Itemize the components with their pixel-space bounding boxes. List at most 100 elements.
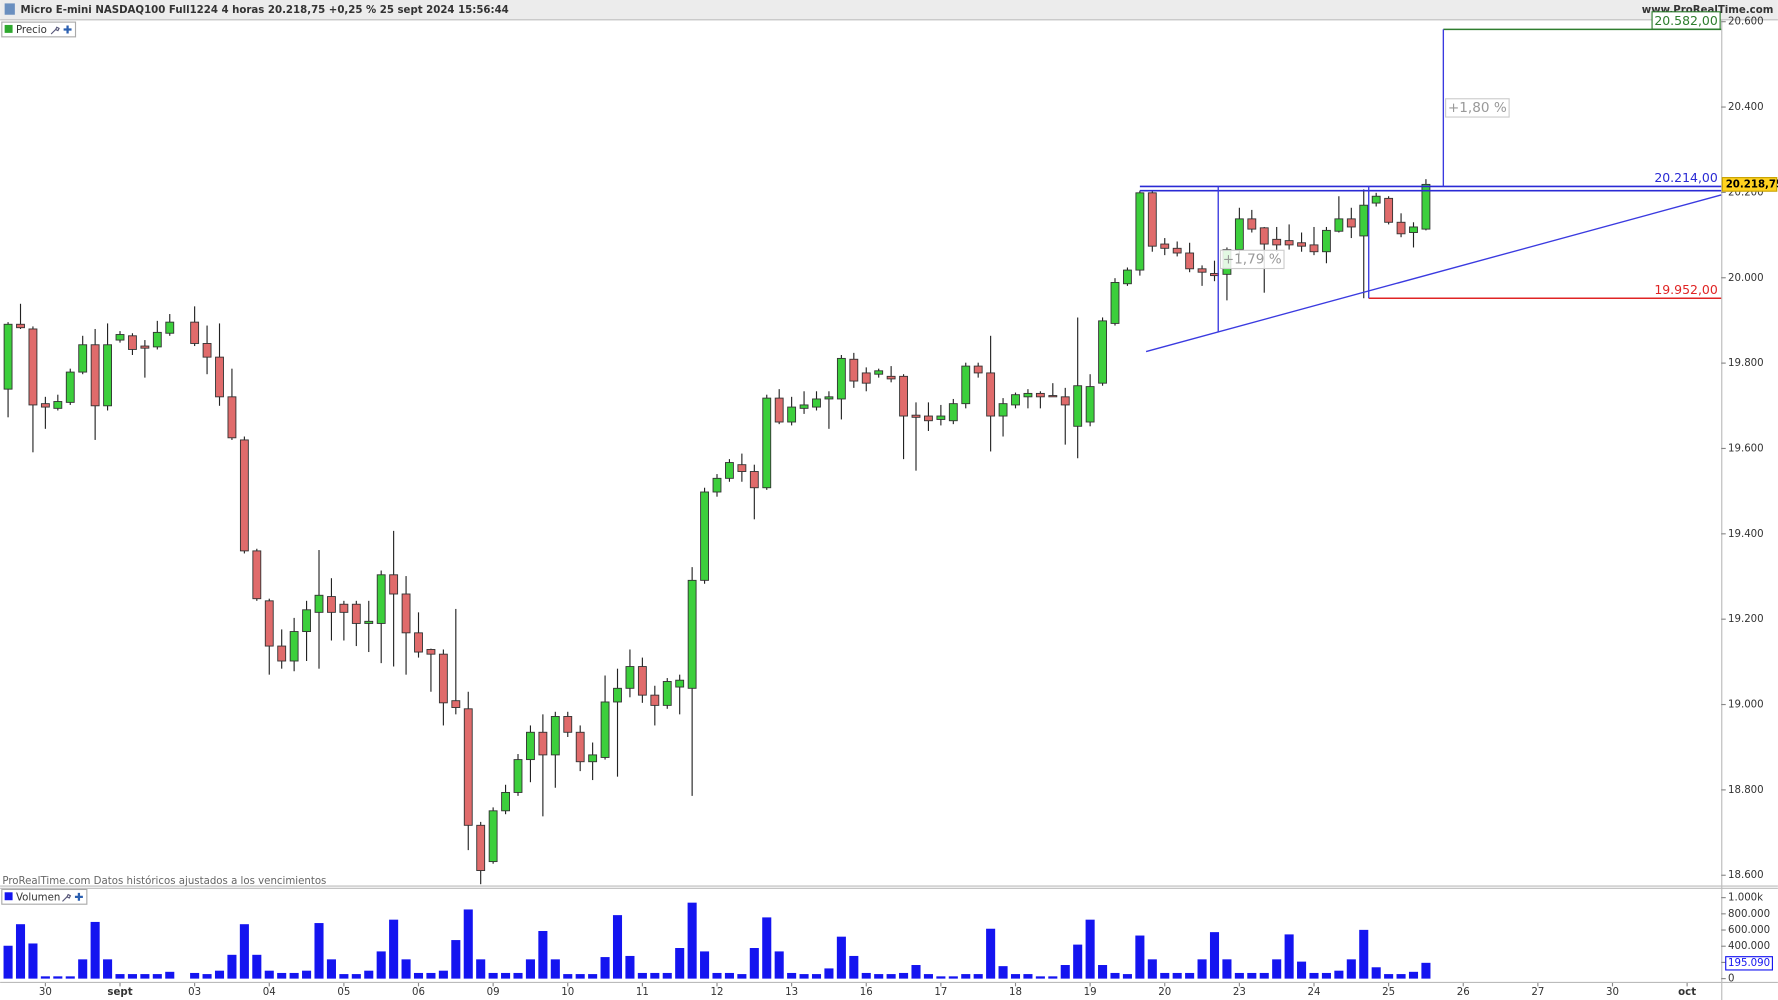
volume-bar xyxy=(811,974,822,979)
candle-body xyxy=(1073,385,1083,427)
candle-body xyxy=(3,323,13,390)
candle-body xyxy=(488,810,498,863)
x-tick-label: 09 xyxy=(487,987,500,998)
footer-note: ProRealTime.com Datos históricos ajustad… xyxy=(2,875,326,887)
candle-body xyxy=(1085,386,1095,423)
candle-body xyxy=(1172,247,1182,254)
volume-bar xyxy=(1222,959,1232,979)
x-tick-label: 30 xyxy=(1606,987,1619,998)
volume-bar xyxy=(799,974,809,979)
volume-bar xyxy=(1098,965,1108,979)
legend-swatch xyxy=(4,892,13,901)
candle-body xyxy=(28,328,38,406)
y-tick-label: 19.800 xyxy=(1728,358,1764,369)
volume-bar xyxy=(612,915,623,979)
volume-bar xyxy=(1147,959,1157,979)
candle-body xyxy=(128,335,137,350)
candle-body xyxy=(762,397,772,489)
candle-body xyxy=(389,574,399,595)
candle-body xyxy=(749,471,759,489)
candle-body xyxy=(538,731,548,756)
candle-body xyxy=(687,579,697,689)
volume-bar xyxy=(923,974,933,979)
header-bar xyxy=(0,0,1778,20)
candle-body xyxy=(1297,242,1306,247)
volume-bar xyxy=(103,959,113,979)
header-title: Micro E-mini NASDAQ100 Full1224 4 horas … xyxy=(21,5,509,16)
candle-body xyxy=(874,370,884,375)
last-price-tag xyxy=(1721,177,1778,192)
y-tick-label: 20.600 xyxy=(1728,17,1764,28)
x-tick-label: 24 xyxy=(1308,987,1321,998)
candle-body xyxy=(861,372,871,384)
candle-body xyxy=(302,609,311,633)
volume-bar xyxy=(140,974,150,979)
candle-body xyxy=(886,375,896,380)
candle-body xyxy=(1247,218,1257,230)
volume-bar xyxy=(861,972,871,979)
volume-bar xyxy=(662,972,672,979)
volume-bar xyxy=(90,921,100,979)
x-tick-label: oct xyxy=(1678,987,1696,998)
legend-box[interactable] xyxy=(1,21,77,38)
volume-bar xyxy=(53,976,63,979)
candle-body xyxy=(1409,226,1418,233)
volume-bar xyxy=(899,972,909,979)
candle-body xyxy=(849,358,859,382)
candle-body xyxy=(277,645,287,662)
candle-body xyxy=(1135,192,1145,271)
volume-bar xyxy=(1110,972,1120,979)
measure-label: +1,79 % xyxy=(1223,251,1282,267)
volume-bar xyxy=(1185,972,1195,979)
volume-bar xyxy=(1234,972,1244,979)
volume-bar xyxy=(1334,970,1344,979)
y-tick-label: 20.200 xyxy=(1728,187,1764,198)
candle-body xyxy=(327,596,336,613)
volume-bar xyxy=(1272,959,1282,979)
label-box xyxy=(1445,98,1510,118)
settings-icon[interactable] xyxy=(50,26,60,35)
x-tick-label: 06 xyxy=(412,987,425,998)
candle-body xyxy=(824,396,834,400)
volume-bar xyxy=(724,972,734,979)
volume-bar xyxy=(438,970,448,979)
volume-bar xyxy=(501,972,511,979)
candle-body xyxy=(675,679,685,688)
x-tick-label: 27 xyxy=(1531,987,1544,998)
add-icon[interactable] xyxy=(74,892,83,901)
x-tick-label: 10 xyxy=(561,987,574,998)
label-box xyxy=(1651,11,1721,30)
x-tick-label: 04 xyxy=(263,987,276,998)
volume-bar xyxy=(1408,971,1419,979)
volume-bar xyxy=(749,948,759,979)
line-label: 19.952,00 xyxy=(1654,282,1718,297)
candle-body xyxy=(103,344,112,407)
candle-body xyxy=(924,415,933,422)
trendline xyxy=(1145,194,1722,353)
volume-bar xyxy=(127,974,137,979)
candle-body xyxy=(1322,229,1331,253)
volume-bar xyxy=(1421,962,1431,979)
volume-bar xyxy=(339,974,349,979)
volume-bar xyxy=(637,972,647,979)
candle-body xyxy=(526,731,535,761)
volume-bar xyxy=(239,924,249,979)
candle-body xyxy=(1359,204,1369,237)
legend-box[interactable] xyxy=(1,888,88,905)
y-tick-label: 600.000 xyxy=(1728,925,1770,936)
volume-bar xyxy=(115,974,125,979)
candle-body xyxy=(613,687,622,703)
add-icon[interactable] xyxy=(63,25,72,34)
volume-bar xyxy=(762,917,772,979)
volume-bar xyxy=(973,974,983,979)
volume-bar xyxy=(1135,935,1145,979)
volume-bar xyxy=(302,970,312,979)
volume-bar xyxy=(289,972,299,979)
volume-bar xyxy=(650,972,660,979)
volume-bar xyxy=(1197,959,1207,979)
y-tick-label: 18.800 xyxy=(1728,785,1764,796)
settings-icon[interactable] xyxy=(62,893,72,902)
candle-body xyxy=(16,323,25,329)
volume-bar xyxy=(401,959,411,979)
volume-bar xyxy=(15,924,26,979)
